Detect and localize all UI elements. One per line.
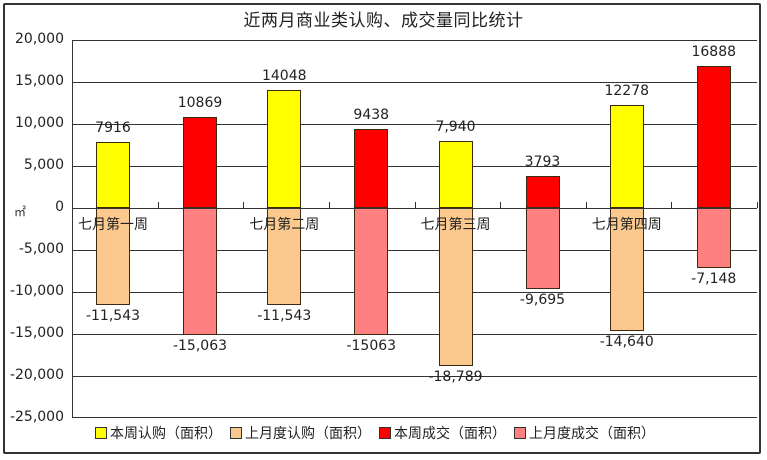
chart-title: 近两月商业类认购、成交量同比统计 <box>243 11 524 31</box>
x-category-label: 七月第四周 <box>591 217 662 233</box>
data-label: 12278 <box>604 82 650 99</box>
data-label: 14048 <box>261 67 307 84</box>
x-category-label: 七月第二周 <box>249 217 320 233</box>
gridline <box>72 334 757 335</box>
y-tick-label: -25,000 <box>9 409 64 425</box>
gridline <box>72 376 757 377</box>
data-label: -11,543 <box>257 307 312 324</box>
gridline <box>72 82 757 83</box>
bar-2-3[interactable] <box>438 208 473 366</box>
data-label: -7,148 <box>691 271 737 288</box>
data-label: 9438 <box>353 106 390 123</box>
gridline <box>72 166 757 167</box>
y-tick-label: 20,000 <box>15 31 64 47</box>
y-tick-label: 0 <box>55 199 64 215</box>
y-tick-label: 5,000 <box>23 157 64 173</box>
x-tick-mark <box>72 202 73 208</box>
bar-1-3[interactable] <box>438 141 473 208</box>
x-tick-mark <box>414 202 416 208</box>
x-tick-mark <box>585 202 587 208</box>
x-tick-mark <box>243 202 245 208</box>
x-tick-mark <box>328 202 330 208</box>
legend-swatch-pink-icon <box>514 427 526 439</box>
gridline <box>72 124 757 125</box>
data-label: -11,543 <box>85 307 141 324</box>
data-label: 10869 <box>177 94 223 111</box>
y-tick-label: -20,000 <box>9 367 64 383</box>
bar-1-2[interactable] <box>267 89 302 208</box>
x-category-label: 七月第三周 <box>420 217 491 233</box>
legend-item-this-week-subscription[interactable]: 本周认购（面积） <box>95 423 222 443</box>
y-tick-label: -15,000 <box>9 325 64 341</box>
data-label: 7916 <box>95 119 131 136</box>
x-tick-mark <box>500 202 502 208</box>
gridline <box>72 250 757 251</box>
y-tick-label: -5,000 <box>18 241 64 257</box>
bar-3-4[interactable] <box>696 66 731 208</box>
legend-label: 本周成交（面积） <box>394 426 506 442</box>
legend-swatch-red-icon <box>379 427 391 439</box>
x-category-label: 七月第一周 <box>78 217 148 233</box>
bar-4-4[interactable] <box>696 208 731 269</box>
legend-swatch-yellow-icon <box>95 427 107 439</box>
y-tick-label: -10,000 <box>9 283 64 299</box>
bar-4-3[interactable] <box>525 208 560 290</box>
legend-label: 本周认购（面积） <box>110 426 222 442</box>
data-label: -18,789 <box>428 368 483 385</box>
x-axis-line <box>72 208 757 209</box>
bar-4-1[interactable] <box>183 208 217 335</box>
data-label: -15,063 <box>172 337 228 354</box>
legend-label: 上月度认购（面积） <box>245 426 371 442</box>
gridline <box>72 292 757 293</box>
y-tick-label: 15,000 <box>15 73 64 89</box>
data-label: 3793 <box>524 154 561 171</box>
plot-area <box>72 40 757 418</box>
legend-item-last-month-deal[interactable]: 上月度成交（面积） <box>514 423 655 443</box>
data-label: -9,695 <box>519 292 566 309</box>
bar-4-2[interactable] <box>354 208 389 335</box>
bar-2-1[interactable] <box>96 208 130 305</box>
bar-2-4[interactable] <box>609 208 644 331</box>
x-tick-mark <box>757 202 758 208</box>
data-label: 16888 <box>691 44 737 61</box>
bar-1-1[interactable] <box>96 141 130 208</box>
x-tick-mark <box>157 202 159 208</box>
bar-3-1[interactable] <box>183 116 217 208</box>
y-tick-label: 10,000 <box>15 115 64 131</box>
x-tick-mark <box>671 202 673 208</box>
unit-icon: ㎡ <box>14 205 27 219</box>
legend-item-this-week-deal[interactable]: 本周成交（面积） <box>379 423 506 443</box>
legend-swatch-peach-icon <box>230 427 242 439</box>
legend-label: 上月度成交（面积） <box>529 426 655 442</box>
data-label: -14,640 <box>599 333 654 350</box>
bar-1-4[interactable] <box>609 104 644 208</box>
bar-3-3[interactable] <box>525 176 560 208</box>
data-label: 7,940 <box>435 119 476 136</box>
legend-item-last-month-subscription[interactable]: 上月度认购（面积） <box>230 423 371 443</box>
data-label: -15063 <box>346 337 397 354</box>
bar-3-2[interactable] <box>354 128 389 208</box>
bar-2-2[interactable] <box>267 208 302 305</box>
legend: 本周认购（面积） 上月度认购（面积） 本周成交（面积） 上月度成交（面积） <box>95 423 655 443</box>
